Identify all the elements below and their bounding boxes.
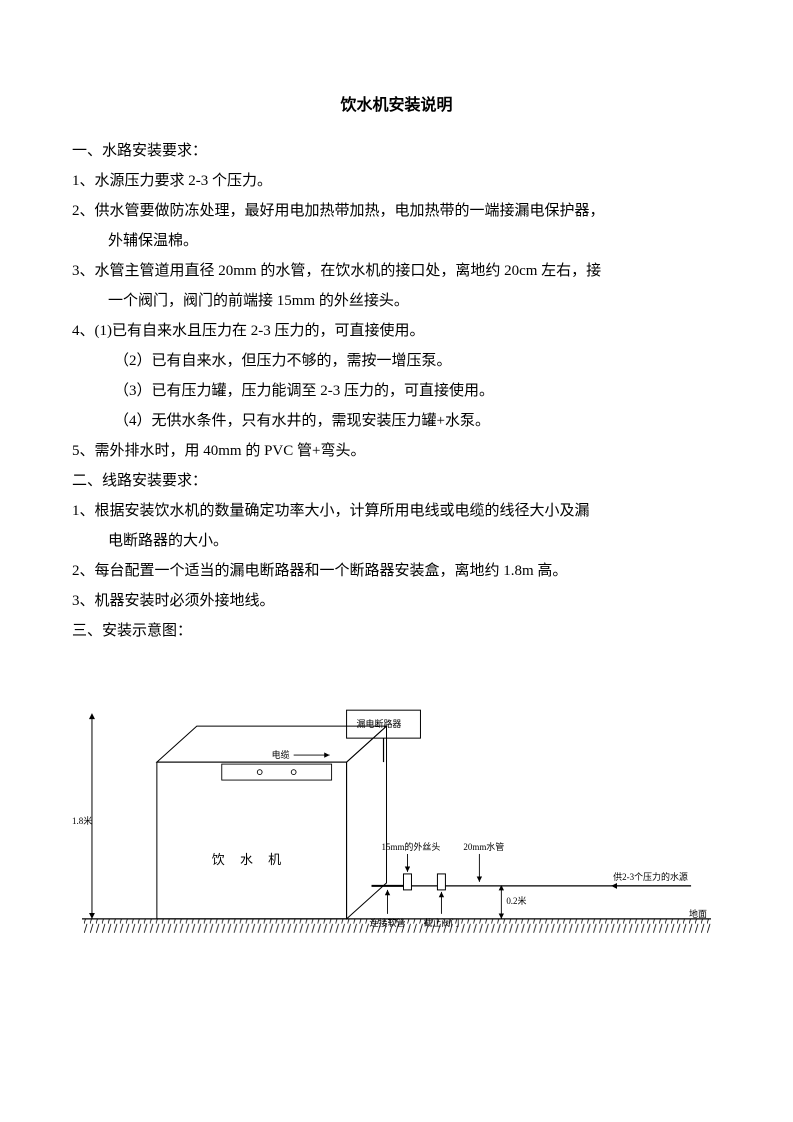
s1-item-2-cont: 外辅保温棉。 xyxy=(72,226,721,256)
s1-item-3-cont: 一个阀门，阀门的前端接 15mm 的外丝接头。 xyxy=(72,286,721,316)
s2-item-3: 3、机器安装时必须外接地线。 xyxy=(72,586,721,616)
s2-item-1-cont: 电断路器的大小。 xyxy=(72,526,721,556)
valve-label: 截止阀门 xyxy=(423,917,459,928)
source-label: 供2-3个压力的水源 xyxy=(613,871,688,882)
connector15-label: 15mm的外丝头 xyxy=(382,841,441,852)
section-3-heading: 三、安装示意图： xyxy=(72,616,721,646)
installation-diagram: 地面 1.8米 漏电断路器 电缆 饮 水 机 15mm的外丝头 20mm水管 0… xyxy=(72,704,721,944)
page-title: 饮水机安装说明 xyxy=(72,90,721,122)
breaker-label: 漏电断路器 xyxy=(357,718,402,729)
s1-item-1: 1、水源压力要求 2-3 个压力。 xyxy=(72,166,721,196)
softconn-label: 连接软管 xyxy=(370,917,406,928)
cable-label: 电缆 xyxy=(272,749,290,760)
s2-item-2: 2、每台配置一个适当的漏电断路器和一个断路器安装盒，离地约 1.8m 高。 xyxy=(72,556,721,586)
height-label: 1.8米 xyxy=(72,815,92,826)
pipe20-label: 20mm水管 xyxy=(463,841,504,852)
s1-item-2: 2、供水管要做防冻处理，最好用电加热带加热，电加热带的一端接漏电保护器， xyxy=(72,196,721,226)
s1-item-3: 3、水管主管道用直径 20mm 的水管，在饮水机的接口处，离地约 20cm 左右… xyxy=(72,256,721,286)
section-1-heading: 一、水路安装要求： xyxy=(72,136,721,166)
machine-label: 饮 水 机 xyxy=(212,852,287,867)
height02-label: 0.2米 xyxy=(506,895,526,906)
section-2-heading: 二、线路安装要求： xyxy=(72,466,721,496)
s1-item-5: 5、需外排水时，用 40mm 的 PVC 管+弯头。 xyxy=(72,436,721,466)
s1-item-4a: 4、(1)已有自来水且压力在 2-3 压力的，可直接使用。 xyxy=(72,316,721,346)
s1-item-4b: （2）已有自来水，但压力不够的，需按一增压泵。 xyxy=(72,346,721,376)
s2-item-1: 1、根据安装饮水机的数量确定功率大小，计算所用电线或电缆的线径大小及漏 xyxy=(72,496,721,526)
s1-item-4d: （4）无供水条件，只有水井的，需现安装压力罐+水泵。 xyxy=(72,406,721,436)
s1-item-4c: （3）已有压力罐，压力能调至 2-3 压力的，可直接使用。 xyxy=(72,376,721,406)
ground-label: 地面 xyxy=(689,908,707,919)
